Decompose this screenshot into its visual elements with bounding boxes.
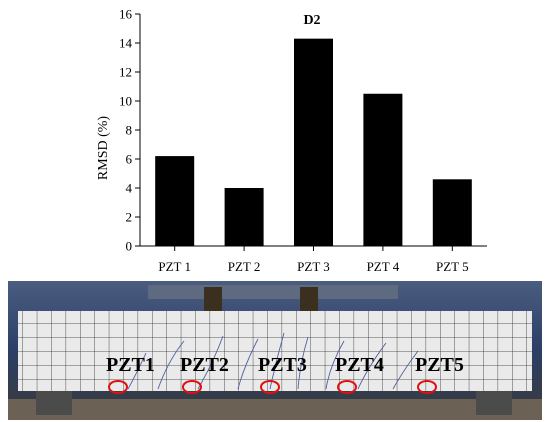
x-tick-label: PZT 1 [158,259,191,274]
loading-jack-2 [300,287,318,311]
y-tick-label: 6 [126,152,133,167]
chart-title: D2 [303,13,320,28]
photo-label-pzt3: PZT3 [258,354,307,376]
pzt-sensor-marker-3 [260,380,280,394]
floor [8,399,542,420]
bar-5 [432,179,472,246]
pzt-photo-labels: PZT1 PZT2 PZT3 PZT4 PZT5 [106,354,464,394]
bar-3 [294,38,333,247]
y-tick-label: 2 [126,210,133,225]
pzt-sensor-marker-5 [417,380,437,394]
photo-label-pzt1: PZT1 [106,354,155,376]
lab-frame [148,285,398,299]
x-tick-label: PZT 5 [436,259,469,274]
x-tick-label: PZT 2 [228,259,261,274]
bar-2 [224,188,264,246]
y-tick-label: 12 [119,65,132,80]
x-tick-label: PZT 4 [367,259,400,274]
y-tick-label: 10 [119,94,132,109]
crack-pattern [127,332,419,390]
photo-label-pzt4: PZT4 [335,354,384,376]
photo-label-pzt5: PZT5 [415,354,464,376]
plot-area: 0 2 4 6 8 10 12 14 16 PZT 1 PZT 2 PZT 3 PZT 4 PZT 5 [119,7,487,274]
y-tick-label: 14 [119,36,133,51]
y-tick-label: 4 [126,181,133,196]
beam-grid [18,311,532,391]
pzt-sensor-marker-4 [337,380,357,394]
pzt-sensor-marker-1 [108,380,128,394]
y-axis-label: RMSD (%) [96,116,111,181]
y-tick-label: 0 [126,239,133,254]
x-tick-label: PZT 3 [297,259,330,274]
y-tick-label: 8 [126,123,133,138]
y-tick-label: 16 [119,7,133,22]
loading-jack [204,287,222,311]
rmsd-bar-chart: D2 RMSD (%) 0 2 4 6 8 10 12 14 16 PZT 1 PZT 2 PZT 3… [96,7,487,274]
pzt-sensor-marker-2 [182,380,202,394]
beam-test-photo: PZT1 PZT2 PZT3 PZT4 PZT5 [8,281,542,420]
photo-label-pzt2: PZT2 [180,354,229,376]
bar-4 [363,93,403,246]
bar-1 [155,156,195,246]
